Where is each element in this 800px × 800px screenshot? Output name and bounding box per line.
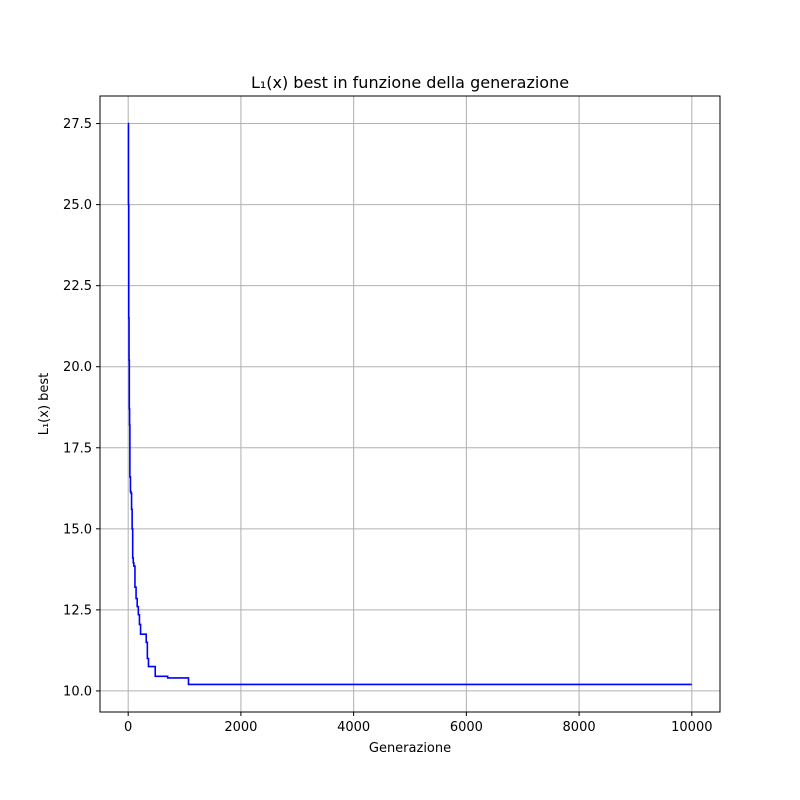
x-tick-label: 2000: [224, 720, 257, 735]
y-tick-label: 22.5: [63, 279, 92, 294]
x-tick-label: 4000: [337, 720, 370, 735]
y-tick-label: 12.5: [63, 603, 92, 618]
y-tick-label: 17.5: [63, 441, 92, 456]
x-tick-label: 6000: [450, 720, 483, 735]
grid: [100, 96, 720, 712]
y-tick-label: 20.0: [63, 360, 92, 375]
y-tick-label: 10.0: [63, 684, 92, 699]
y-tick-label: 25.0: [63, 198, 92, 213]
y-axis: 10.0 12.5 15.0 17.5 20.0 22.5 25.0 27.5: [63, 117, 100, 699]
x-tick-label: 0: [124, 720, 132, 735]
chart-title: L₁(x) best in funzione della generazione: [251, 73, 569, 92]
y-axis-label: L₁(x) best: [37, 373, 52, 436]
y-tick-label: 27.5: [63, 117, 92, 132]
y-tick-label: 15.0: [63, 522, 92, 537]
series-line: [127, 122, 692, 686]
x-tick-label: 10000: [671, 720, 712, 735]
plot-area-frame: [99, 95, 721, 713]
x-tick-label: 8000: [563, 720, 596, 735]
x-axis-label: Generazione: [369, 741, 451, 756]
series-layer: [127, 122, 692, 686]
x-axis: 0 2000 4000 6000 8000 10000: [124, 712, 712, 735]
